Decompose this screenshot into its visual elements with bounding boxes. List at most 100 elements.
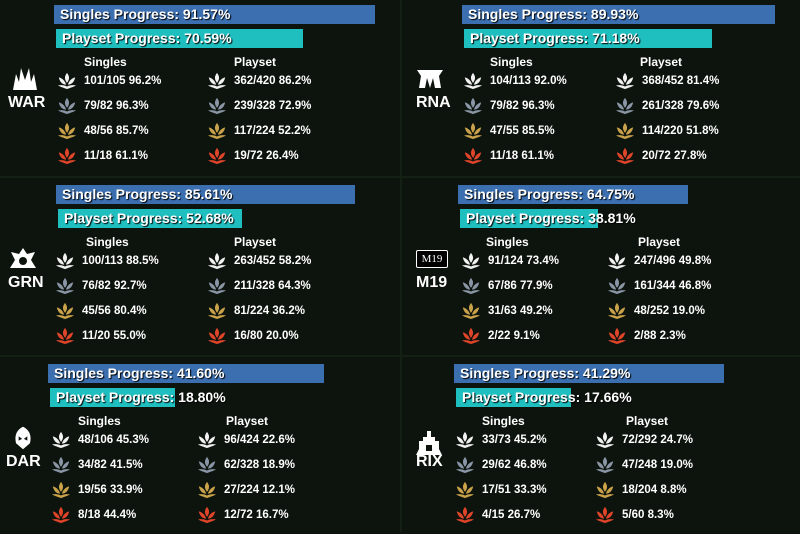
- rare-rarity-icon: [460, 301, 482, 321]
- playset-stat: 362/420 86.2%: [234, 75, 312, 87]
- singles-stat: 79/82 96.3%: [490, 100, 555, 112]
- playset-row-common: 362/420 86.2%: [206, 70, 311, 92]
- singles-stat: 19/56 33.9%: [78, 484, 143, 496]
- set-panel-rna: Singles Progress: 89.93% Playset Progress…: [408, 0, 798, 175]
- common-rarity-icon: [614, 71, 636, 91]
- playset-progress-label: Playset Progress: 17.66%: [462, 389, 632, 405]
- playset-row-uncommon: 62/328 18.9%: [196, 454, 295, 476]
- playset-stat: 16/80 20.0%: [234, 330, 299, 342]
- singles-column-header: Singles: [84, 55, 127, 69]
- playset-stat: 368/452 81.4%: [642, 75, 720, 87]
- playset-column-header: Playset: [234, 235, 277, 249]
- singles-progress-bar: Singles Progress: 89.93%: [462, 5, 775, 24]
- playset-progress-bar: Playset Progress: 70.59%: [56, 29, 377, 48]
- singles-progress-fill: [458, 185, 688, 204]
- uncommon-rarity-icon: [56, 96, 78, 116]
- playset-row-mythic: 20/72 27.8%: [614, 145, 707, 167]
- playset-row-mythic: 12/72 16.7%: [196, 504, 289, 526]
- playset-progress-fill: [456, 388, 571, 407]
- singles-row-uncommon: 34/82 41.5%: [50, 454, 143, 476]
- grid-divider-horizontal: [0, 355, 800, 357]
- mythic-rarity-icon: [50, 505, 72, 525]
- playset-stat: 72/292 24.7%: [622, 434, 693, 446]
- singles-stat: 76/82 92.7%: [82, 280, 147, 292]
- playset-column-header: Playset: [626, 414, 669, 428]
- singles-column-header: Singles: [482, 414, 525, 428]
- singles-row-common: 33/73 45.2%: [454, 429, 547, 451]
- singles-stat: 91/124 73.4%: [488, 255, 559, 267]
- mythic-rarity-icon: [460, 326, 482, 346]
- playset-progress-bar: Playset Progress: 71.18%: [464, 29, 777, 48]
- singles-stat: 8/18 44.4%: [78, 509, 137, 521]
- playset-stat: 27/224 12.1%: [224, 484, 295, 496]
- common-rarity-icon: [606, 251, 628, 271]
- singles-row-rare: 48/56 85.7%: [56, 120, 149, 142]
- playset-row-mythic: 2/88 2.3%: [606, 325, 686, 347]
- rare-rarity-icon: [614, 121, 636, 141]
- playset-row-rare: 27/224 12.1%: [196, 479, 295, 501]
- singles-progress-bar: Singles Progress: 41.29%: [454, 364, 724, 383]
- mythic-rarity-icon: [206, 146, 228, 166]
- playset-progress-bar: Playset Progress: 38.81%: [460, 209, 690, 228]
- common-rarity-icon: [462, 71, 484, 91]
- rna-set-icon: [414, 66, 444, 94]
- singles-row-uncommon: 67/86 77.9%: [460, 275, 553, 297]
- playset-progress-bar: Playset Progress: 52.68%: [58, 209, 357, 228]
- common-rarity-icon: [454, 430, 476, 450]
- common-rarity-icon: [54, 251, 76, 271]
- singles-row-mythic: 4/15 26.7%: [454, 504, 540, 526]
- set-panel-grn: Singles Progress: 85.61% Playset Progress…: [4, 180, 394, 355]
- playset-row-mythic: 16/80 20.0%: [206, 325, 299, 347]
- playset-row-mythic: 5/60 8.3%: [594, 504, 674, 526]
- singles-row-rare: 47/55 85.5%: [462, 120, 555, 142]
- set-panel-war: Singles Progress: 91.57% Playset Progress…: [4, 0, 394, 175]
- singles-progress-label: Singles Progress: 64.75%: [464, 186, 635, 202]
- set-code: GRN: [8, 274, 44, 291]
- uncommon-rarity-icon: [206, 276, 228, 296]
- playset-row-common: 72/292 24.7%: [594, 429, 693, 451]
- singles-row-rare: 45/56 80.4%: [54, 300, 147, 322]
- singles-stat: 4/15 26.7%: [482, 509, 541, 521]
- grn-set-icon: [8, 246, 38, 274]
- playset-stat: 81/224 36.2%: [234, 305, 305, 317]
- playset-stat: 117/224 52.2%: [234, 125, 311, 137]
- playset-stat: 47/248 19.0%: [622, 459, 693, 471]
- rare-rarity-icon: [462, 121, 484, 141]
- playset-stat: 96/424 22.6%: [224, 434, 295, 446]
- set-code: RNA: [416, 94, 451, 111]
- singles-row-uncommon: 79/82 96.3%: [462, 95, 555, 117]
- playset-row-uncommon: 161/344 46.8%: [606, 275, 711, 297]
- set-panel-rix: Singles Progress: 41.29% Playset Progress…: [408, 359, 798, 534]
- m19-set-icon: M19: [416, 250, 448, 268]
- playset-progress-label: Playset Progress: 18.80%: [56, 389, 226, 405]
- singles-stat: 101/105 96.2%: [84, 75, 162, 87]
- common-rarity-icon: [460, 251, 482, 271]
- singles-row-common: 100/113 88.5%: [54, 250, 159, 272]
- uncommon-rarity-icon: [206, 96, 228, 116]
- playset-progress-label: Playset Progress: 52.68%: [64, 210, 234, 226]
- playset-stat: 261/328 79.6%: [642, 100, 720, 112]
- uncommon-rarity-icon: [454, 455, 476, 475]
- playset-progress-bar: Playset Progress: 18.80%: [50, 388, 326, 407]
- dar-set-icon: [10, 423, 40, 451]
- uncommon-rarity-icon: [50, 455, 72, 475]
- singles-row-uncommon: 76/82 92.7%: [54, 275, 147, 297]
- singles-stat: 17/51 33.3%: [482, 484, 547, 496]
- playset-row-uncommon: 239/328 72.9%: [206, 95, 311, 117]
- set-panel-dar: Singles Progress: 41.60% Playset Progress…: [4, 359, 394, 534]
- singles-stat: 100/113 88.5%: [82, 255, 159, 267]
- singles-row-mythic: 11/18 61.1%: [462, 145, 554, 167]
- rare-rarity-icon: [56, 121, 78, 141]
- uncommon-rarity-icon: [460, 276, 482, 296]
- singles-row-rare: 19/56 33.9%: [50, 479, 143, 501]
- rare-rarity-icon: [206, 121, 228, 141]
- playset-row-rare: 117/224 52.2%: [206, 120, 311, 142]
- playset-stat: 211/328 64.3%: [234, 280, 311, 292]
- grid-divider-vertical: [400, 0, 402, 532]
- singles-column-header: Singles: [490, 55, 533, 69]
- singles-row-common: 104/113 92.0%: [462, 70, 567, 92]
- playset-stat: 20/72 27.8%: [642, 150, 707, 162]
- rare-rarity-icon: [594, 480, 616, 500]
- common-rarity-icon: [206, 251, 228, 271]
- singles-stat: 11/20 55.0%: [82, 330, 146, 342]
